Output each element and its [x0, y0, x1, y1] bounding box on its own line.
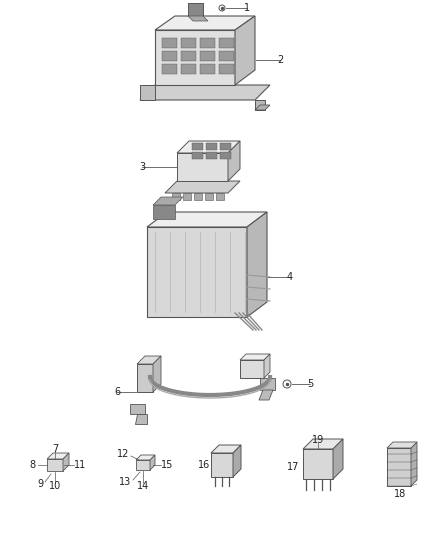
Polygon shape	[235, 16, 255, 85]
Text: 18: 18	[394, 489, 406, 499]
Text: 3: 3	[139, 162, 145, 172]
Bar	[200, 51, 215, 61]
Text: 14: 14	[137, 481, 149, 491]
Polygon shape	[260, 378, 275, 390]
Text: 7: 7	[52, 444, 58, 454]
Polygon shape	[147, 227, 247, 317]
Polygon shape	[188, 16, 208, 21]
Polygon shape	[333, 439, 343, 479]
Bar	[162, 38, 177, 48]
Bar	[194, 193, 202, 200]
Bar	[192, 143, 203, 150]
Text: 9: 9	[37, 479, 43, 489]
Polygon shape	[411, 442, 417, 486]
Bar	[205, 193, 213, 200]
Polygon shape	[233, 445, 241, 477]
Bar	[216, 193, 224, 200]
Text: 11: 11	[74, 460, 86, 470]
Polygon shape	[255, 105, 270, 110]
Polygon shape	[177, 153, 228, 181]
Bar	[162, 64, 177, 74]
Bar	[181, 38, 196, 48]
Bar	[181, 64, 196, 74]
Polygon shape	[264, 354, 270, 378]
Bar	[387, 448, 411, 486]
Text: 19: 19	[312, 435, 324, 445]
Bar	[153, 205, 175, 219]
Polygon shape	[140, 85, 270, 100]
Polygon shape	[211, 453, 233, 477]
Text: 15: 15	[161, 460, 173, 470]
Polygon shape	[303, 449, 333, 479]
Text: 1: 1	[244, 3, 250, 13]
Polygon shape	[188, 3, 203, 16]
Bar	[162, 51, 177, 61]
Polygon shape	[240, 354, 270, 360]
Polygon shape	[165, 181, 240, 193]
Text: 17: 17	[287, 462, 299, 472]
Polygon shape	[63, 453, 69, 471]
Text: 4: 4	[287, 272, 293, 282]
Polygon shape	[136, 455, 155, 460]
Polygon shape	[47, 453, 69, 459]
Bar	[192, 152, 203, 159]
Bar	[200, 64, 215, 74]
Polygon shape	[255, 100, 265, 110]
Polygon shape	[140, 85, 155, 100]
Bar	[219, 51, 234, 61]
Bar	[219, 38, 234, 48]
Polygon shape	[147, 212, 267, 227]
Polygon shape	[303, 439, 343, 449]
Text: 2: 2	[277, 55, 283, 65]
Text: 6: 6	[114, 387, 120, 397]
Text: 8: 8	[29, 460, 35, 470]
Polygon shape	[155, 16, 255, 30]
Polygon shape	[387, 442, 417, 448]
Polygon shape	[228, 141, 240, 181]
Text: 12: 12	[117, 449, 129, 459]
Bar	[172, 193, 180, 200]
Bar	[219, 64, 234, 74]
Polygon shape	[137, 356, 161, 364]
Polygon shape	[211, 445, 241, 453]
Polygon shape	[135, 414, 147, 424]
Bar	[220, 152, 231, 159]
Text: 16: 16	[198, 460, 210, 470]
Polygon shape	[137, 364, 153, 392]
Text: 10: 10	[49, 481, 61, 491]
Bar	[200, 38, 215, 48]
Bar	[240, 360, 264, 378]
Polygon shape	[130, 404, 145, 414]
Bar	[220, 143, 231, 150]
Text: 5: 5	[307, 379, 313, 389]
Polygon shape	[259, 390, 273, 400]
Bar	[206, 152, 217, 159]
Bar	[206, 143, 217, 150]
Polygon shape	[153, 197, 183, 205]
Polygon shape	[153, 356, 161, 392]
Polygon shape	[177, 141, 240, 153]
Polygon shape	[150, 455, 155, 470]
Polygon shape	[47, 459, 63, 471]
Polygon shape	[136, 460, 150, 470]
Text: 13: 13	[119, 477, 131, 487]
Polygon shape	[155, 30, 235, 85]
Bar	[181, 51, 196, 61]
Bar	[183, 193, 191, 200]
Polygon shape	[247, 212, 267, 317]
